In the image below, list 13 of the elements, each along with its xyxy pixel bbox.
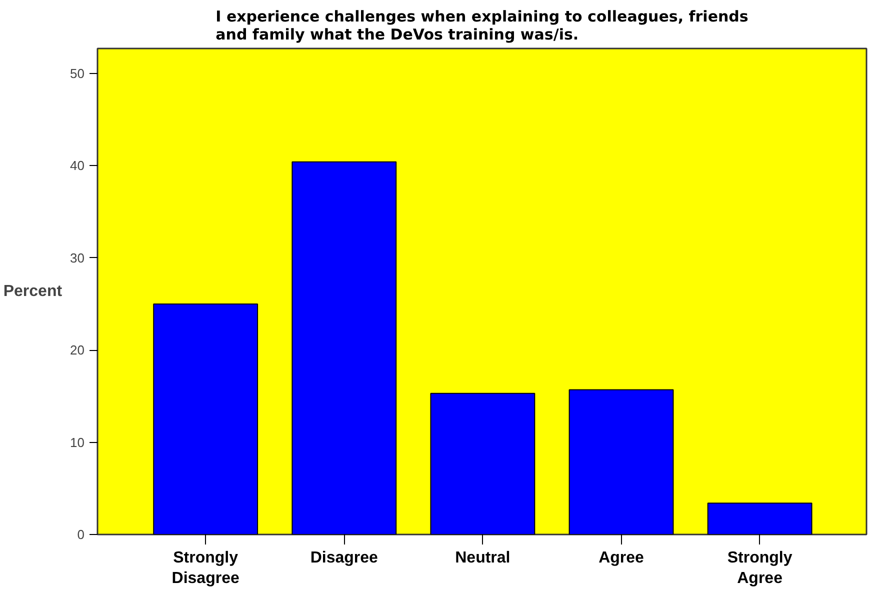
chart-title: I experience challenges when explaining to colleagues, friends and family what the DeVos training was/is. <box>216 8 748 44</box>
y-tick-label: 40 <box>70 158 85 174</box>
x-tick-label: Strongly Agree <box>727 550 792 587</box>
y-tick-label: 10 <box>70 434 85 450</box>
x-tick-label: Strongly Disagree <box>172 550 240 587</box>
y-tick-label: 0 <box>77 527 85 542</box>
y-tick-label: 30 <box>70 250 85 266</box>
y-tick-label: 50 <box>70 66 85 81</box>
x-tick-label: Agree <box>598 550 644 566</box>
y-axis-title: Percent <box>3 283 63 300</box>
x-tick-label: Disagree <box>310 550 378 566</box>
y-tick-label: 20 <box>70 342 85 358</box>
x-tick-label: Neutral <box>455 550 510 566</box>
